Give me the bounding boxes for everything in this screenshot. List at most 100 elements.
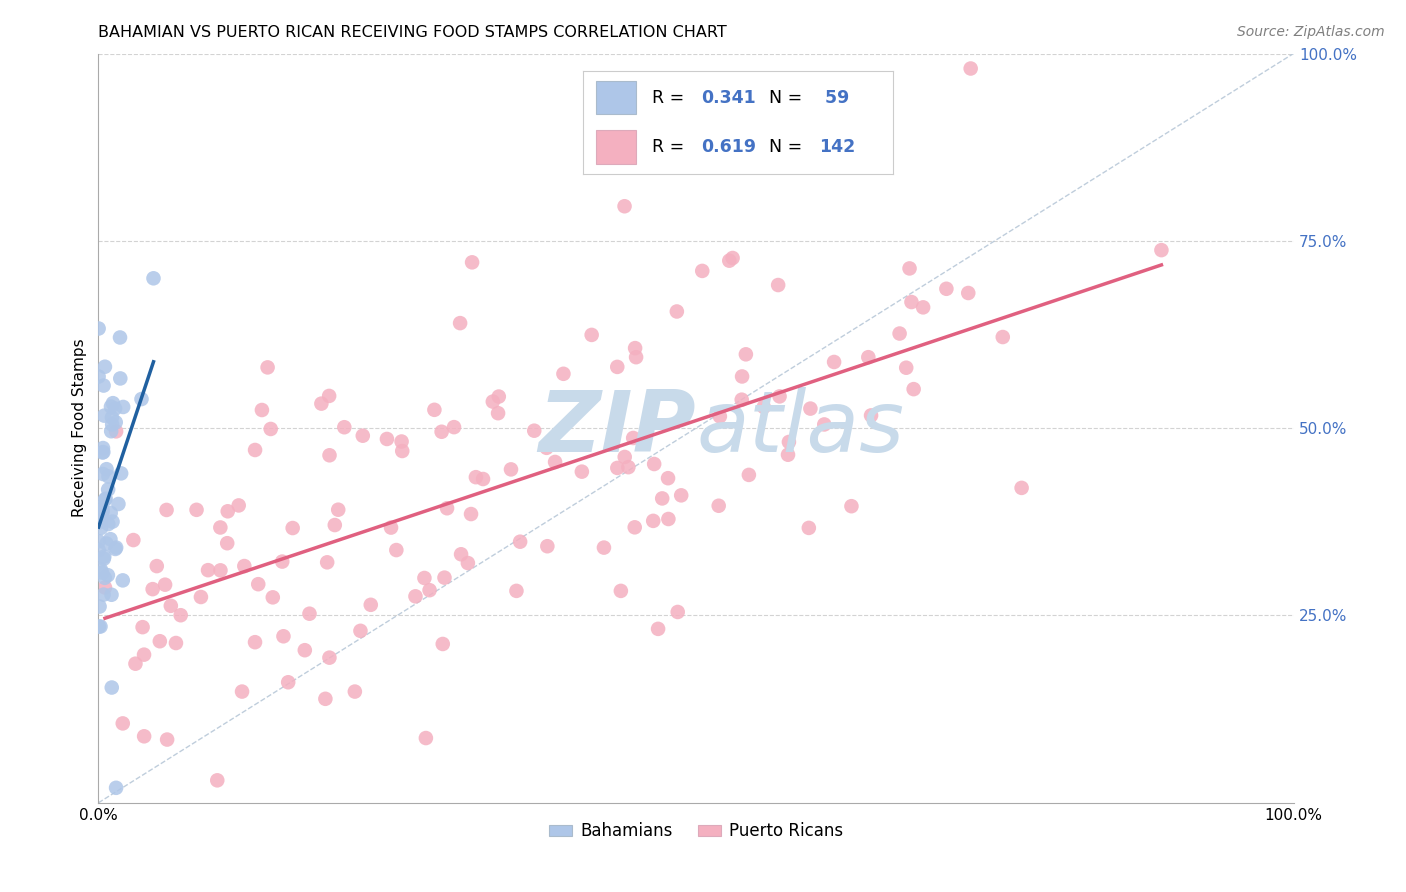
- Point: [666, 605, 689, 619]
- Point: [860, 409, 883, 423]
- Text: R =: R =: [651, 88, 689, 106]
- Point: [94, 571, 117, 585]
- Point: [499, 462, 522, 476]
- Point: [823, 355, 845, 369]
- Point: [613, 450, 636, 464]
- Text: ZIP: ZIP: [538, 386, 696, 470]
- Point: [391, 444, 413, 458]
- Point: [190, 590, 212, 604]
- Point: [93, 409, 115, 423]
- Point: [707, 499, 730, 513]
- Point: [155, 503, 177, 517]
- Point: [100, 424, 122, 438]
- Point: [90, 521, 112, 535]
- Point: [243, 442, 266, 457]
- Point: [108, 330, 131, 344]
- Point: [318, 448, 340, 462]
- Point: [738, 467, 761, 482]
- Point: [423, 402, 446, 417]
- Point: [89, 505, 111, 519]
- Point: [91, 502, 114, 516]
- Point: [900, 295, 922, 310]
- Point: [250, 403, 273, 417]
- Point: [100, 400, 122, 414]
- Point: [91, 566, 114, 580]
- Point: [460, 507, 482, 521]
- Point: [349, 624, 371, 638]
- Point: [101, 410, 124, 425]
- Point: [581, 327, 603, 342]
- Point: [841, 499, 863, 513]
- Point: [105, 541, 128, 555]
- Point: [959, 62, 981, 76]
- Point: [104, 541, 127, 556]
- Point: [146, 559, 169, 574]
- Point: [912, 301, 935, 315]
- Point: [89, 516, 111, 530]
- Point: [731, 392, 754, 407]
- Point: [333, 420, 356, 434]
- Point: [647, 622, 669, 636]
- Point: [112, 400, 135, 414]
- Text: 0.341: 0.341: [702, 88, 756, 106]
- Text: 0.619: 0.619: [702, 137, 756, 156]
- Point: [419, 583, 441, 598]
- Y-axis label: Receiving Food Stamps: Receiving Food Stamps: [72, 339, 87, 517]
- Text: Source: ZipAtlas.com: Source: ZipAtlas.com: [1237, 25, 1385, 39]
- Point: [352, 428, 374, 442]
- Point: [89, 619, 111, 633]
- Point: [93, 551, 115, 566]
- Point: [165, 636, 187, 650]
- Point: [110, 371, 132, 385]
- Point: [799, 401, 821, 416]
- Point: [464, 470, 486, 484]
- Point: [243, 635, 266, 649]
- Point: [318, 650, 340, 665]
- Point: [97, 469, 120, 483]
- Point: [186, 503, 208, 517]
- Legend: Bahamians, Puerto Ricans: Bahamians, Puerto Ricans: [541, 815, 851, 847]
- Point: [482, 394, 505, 409]
- Point: [298, 607, 321, 621]
- Point: [107, 497, 129, 511]
- Point: [432, 637, 454, 651]
- Point: [122, 533, 145, 547]
- Point: [536, 441, 558, 455]
- Point: [544, 455, 567, 469]
- Point: [413, 571, 436, 585]
- Point: [328, 502, 350, 516]
- Point: [391, 434, 413, 449]
- Point: [132, 648, 155, 662]
- Point: [323, 518, 346, 533]
- Point: [461, 255, 484, 269]
- Bar: [596, 130, 636, 163]
- Point: [621, 431, 644, 445]
- Point: [94, 581, 117, 595]
- Point: [509, 534, 531, 549]
- Point: [343, 684, 366, 698]
- Point: [523, 424, 546, 438]
- Point: [100, 506, 122, 520]
- Point: [731, 369, 754, 384]
- Point: [766, 278, 789, 293]
- Point: [709, 409, 731, 424]
- Point: [87, 369, 110, 384]
- Point: [87, 510, 110, 524]
- Point: [1011, 481, 1033, 495]
- Point: [433, 571, 456, 585]
- Point: [233, 559, 256, 574]
- Point: [101, 515, 124, 529]
- Point: [669, 488, 692, 502]
- Point: [752, 400, 775, 414]
- Point: [443, 420, 465, 434]
- Point: [87, 321, 110, 335]
- Point: [105, 425, 128, 439]
- Point: [97, 568, 120, 582]
- Text: R =: R =: [651, 137, 689, 156]
- Point: [813, 417, 835, 432]
- Point: [228, 499, 250, 513]
- Point: [247, 577, 270, 591]
- Point: [90, 514, 112, 528]
- Point: [643, 457, 665, 471]
- Point: [718, 253, 741, 268]
